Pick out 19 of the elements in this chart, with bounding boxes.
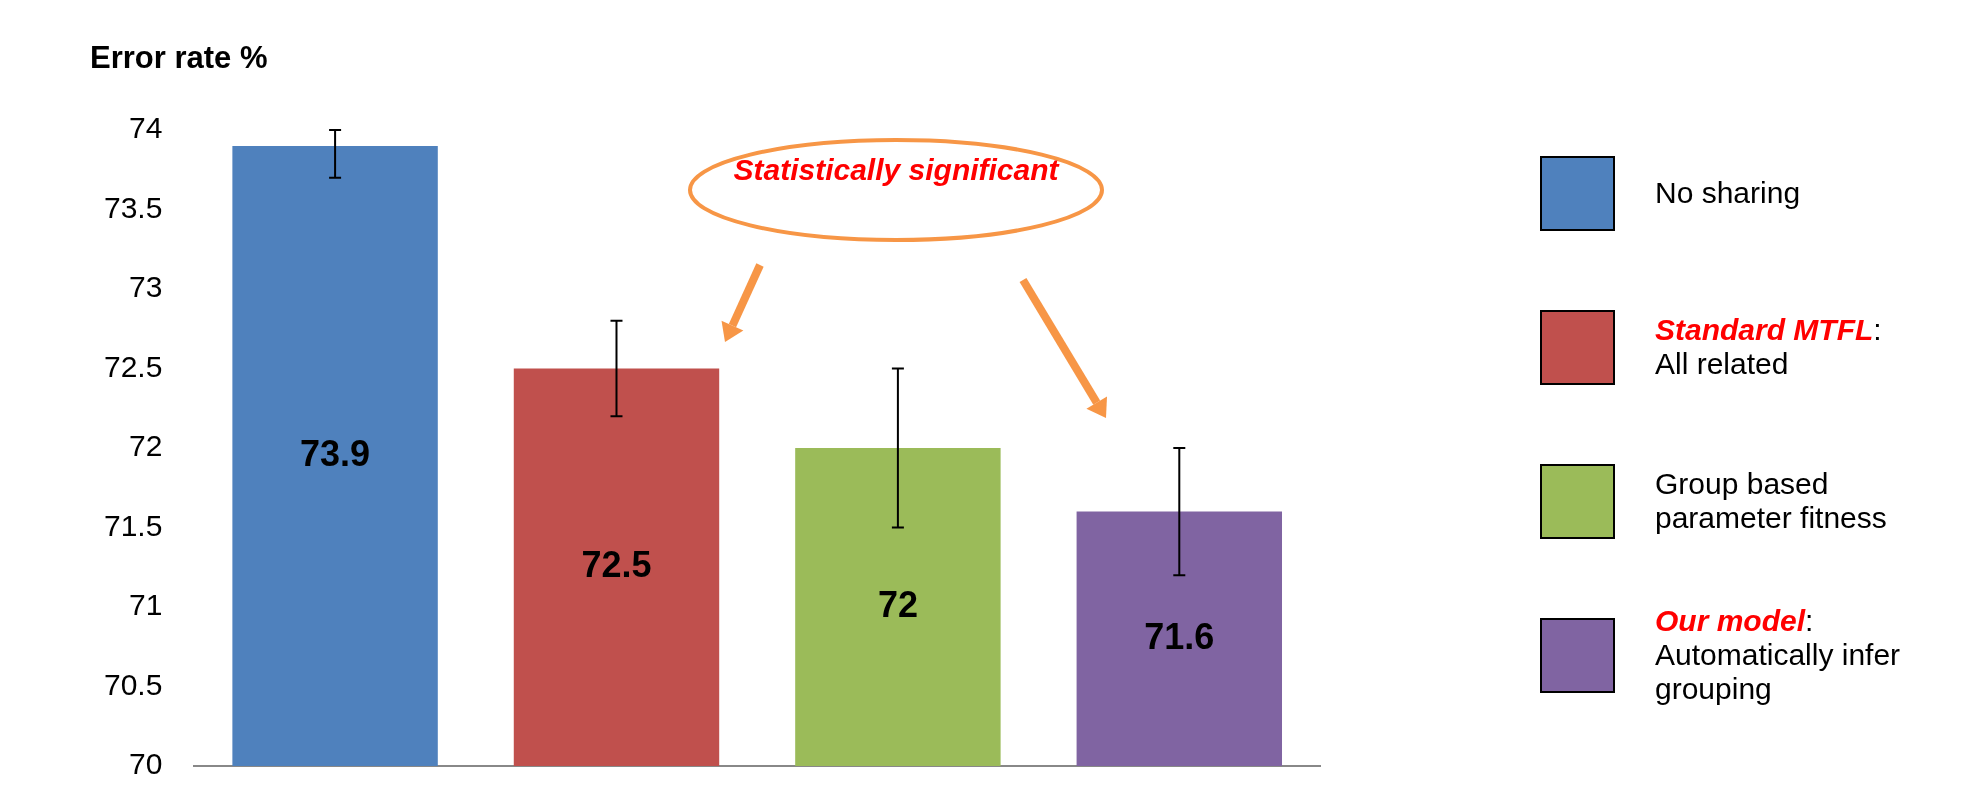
y-tick-label: 73.5 <box>104 190 163 224</box>
text: Standard MTFL: All related <box>1655 313 1882 380</box>
y-tick-label: 70 <box>129 747 163 781</box>
data-label: 73.9 <box>300 432 371 474</box>
y-tick-label: 70.5 <box>104 667 163 701</box>
data-label: 72.5 <box>581 544 652 586</box>
data-label: 72 <box>877 583 918 625</box>
y-axis-title: Error rate % <box>90 40 268 76</box>
text: No sharing <box>1655 176 1802 210</box>
y-tick-label: 72.5 <box>104 349 163 383</box>
y-tick-label: 74 <box>129 111 163 145</box>
y-tick-label: 71.5 <box>104 508 163 542</box>
data-label: 71.6 <box>1144 615 1215 657</box>
y-tick-label: 71 <box>129 588 163 622</box>
annotation: Statistically significant <box>732 152 1061 188</box>
text: Group based parameter fitness <box>1655 467 1888 535</box>
y-tick-label: 72 <box>129 429 163 463</box>
y-tick-label: 73 <box>129 270 163 304</box>
text: Our model: Automatically infer grouping <box>1655 604 1902 706</box>
